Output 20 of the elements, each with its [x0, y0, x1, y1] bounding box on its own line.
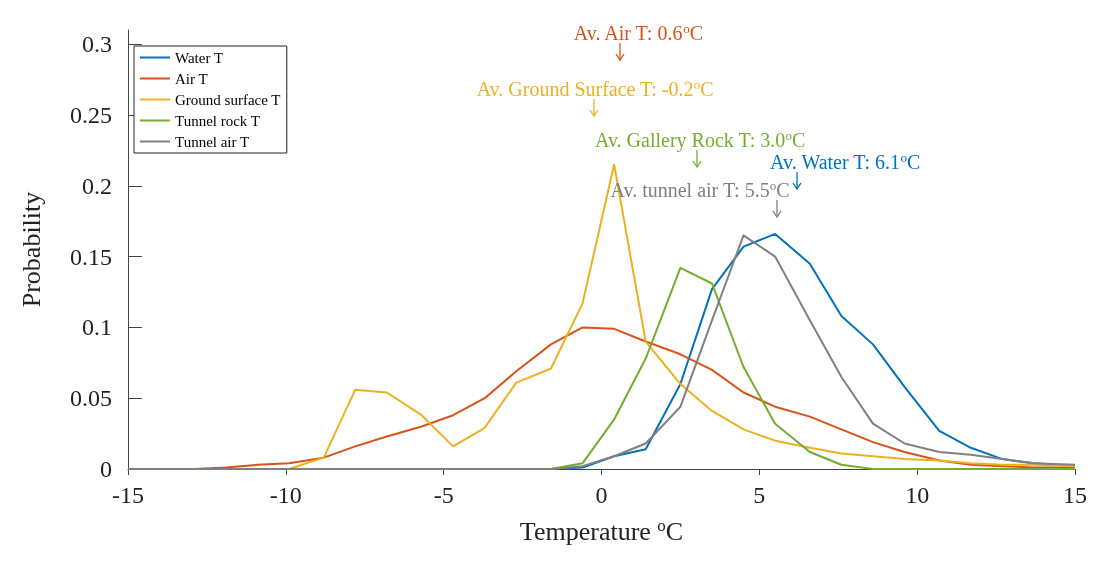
x-tick-label: 10	[905, 482, 930, 508]
y-tick-label: 0	[100, 456, 112, 482]
y-tick-label: 0.05	[70, 385, 112, 412]
legend-label: Water T	[175, 49, 224, 66]
x-tick-label: -10	[269, 482, 302, 508]
legend-label: Air T	[175, 70, 208, 87]
y-tick-label: 0.15	[70, 243, 112, 270]
y-tick-label: 0.3	[82, 31, 112, 58]
legend-label: Ground surface T	[175, 91, 281, 108]
x-tick-label: 5	[753, 482, 766, 508]
y-tick-label: 0.2	[82, 172, 112, 199]
y-tick-label: 0.25	[70, 101, 112, 128]
legend-label: Tunnel rock T	[175, 112, 261, 129]
y-axis-title: Probability	[16, 191, 46, 308]
x-tick-label: 0	[595, 482, 608, 508]
y-tick-label: 0.1	[82, 314, 112, 341]
x-tick-label: -15	[112, 482, 144, 508]
legend-label: Tunnel air T	[175, 133, 250, 150]
x-tick-label: 15	[1063, 482, 1087, 508]
x-tick-label: -5	[433, 482, 454, 508]
